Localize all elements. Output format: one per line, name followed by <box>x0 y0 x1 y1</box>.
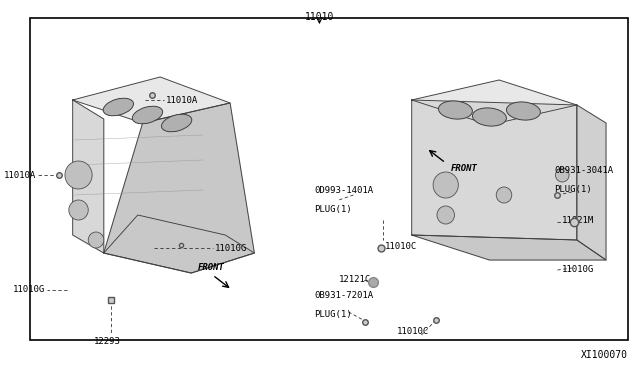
Text: FRONT: FRONT <box>451 164 477 173</box>
Text: 11010G: 11010G <box>563 266 595 275</box>
Text: 11021M: 11021M <box>563 215 595 224</box>
Ellipse shape <box>103 98 134 116</box>
Ellipse shape <box>438 101 472 119</box>
Text: PLUG(1): PLUG(1) <box>315 310 352 319</box>
Text: 11010G: 11010G <box>13 285 45 295</box>
Circle shape <box>437 206 454 224</box>
Circle shape <box>496 187 512 203</box>
Polygon shape <box>412 235 606 260</box>
Text: PLUG(1): PLUG(1) <box>554 185 592 194</box>
Text: 0B931-7201A: 0B931-7201A <box>315 291 374 300</box>
Ellipse shape <box>472 108 506 126</box>
Text: 0D993-1401A: 0D993-1401A <box>315 186 374 195</box>
Text: 11010G: 11010G <box>214 244 247 253</box>
Text: 11010A: 11010A <box>4 170 36 180</box>
Polygon shape <box>412 100 577 240</box>
Text: PLUG(1): PLUG(1) <box>315 205 352 214</box>
Polygon shape <box>104 215 254 273</box>
Polygon shape <box>73 100 104 253</box>
Polygon shape <box>104 103 254 273</box>
Circle shape <box>65 161 92 189</box>
Text: 0B931-3041A: 0B931-3041A <box>554 166 614 175</box>
Polygon shape <box>73 77 230 123</box>
Ellipse shape <box>132 106 163 124</box>
Text: 11010C: 11010C <box>385 242 417 251</box>
Ellipse shape <box>161 114 192 132</box>
Polygon shape <box>577 105 606 260</box>
Text: 12293: 12293 <box>94 337 121 346</box>
Text: 11010C: 11010C <box>397 327 429 336</box>
Text: 11010A: 11010A <box>166 96 198 105</box>
Text: 12121C: 12121C <box>339 276 371 285</box>
Text: XI100070: XI100070 <box>581 350 628 360</box>
Circle shape <box>69 200 88 220</box>
Polygon shape <box>412 80 577 125</box>
Circle shape <box>88 232 104 248</box>
Ellipse shape <box>506 102 540 120</box>
Bar <box>30 18 628 340</box>
Text: FRONT: FRONT <box>198 263 225 273</box>
Circle shape <box>556 168 569 182</box>
Text: 11010: 11010 <box>305 12 334 22</box>
Circle shape <box>433 172 458 198</box>
